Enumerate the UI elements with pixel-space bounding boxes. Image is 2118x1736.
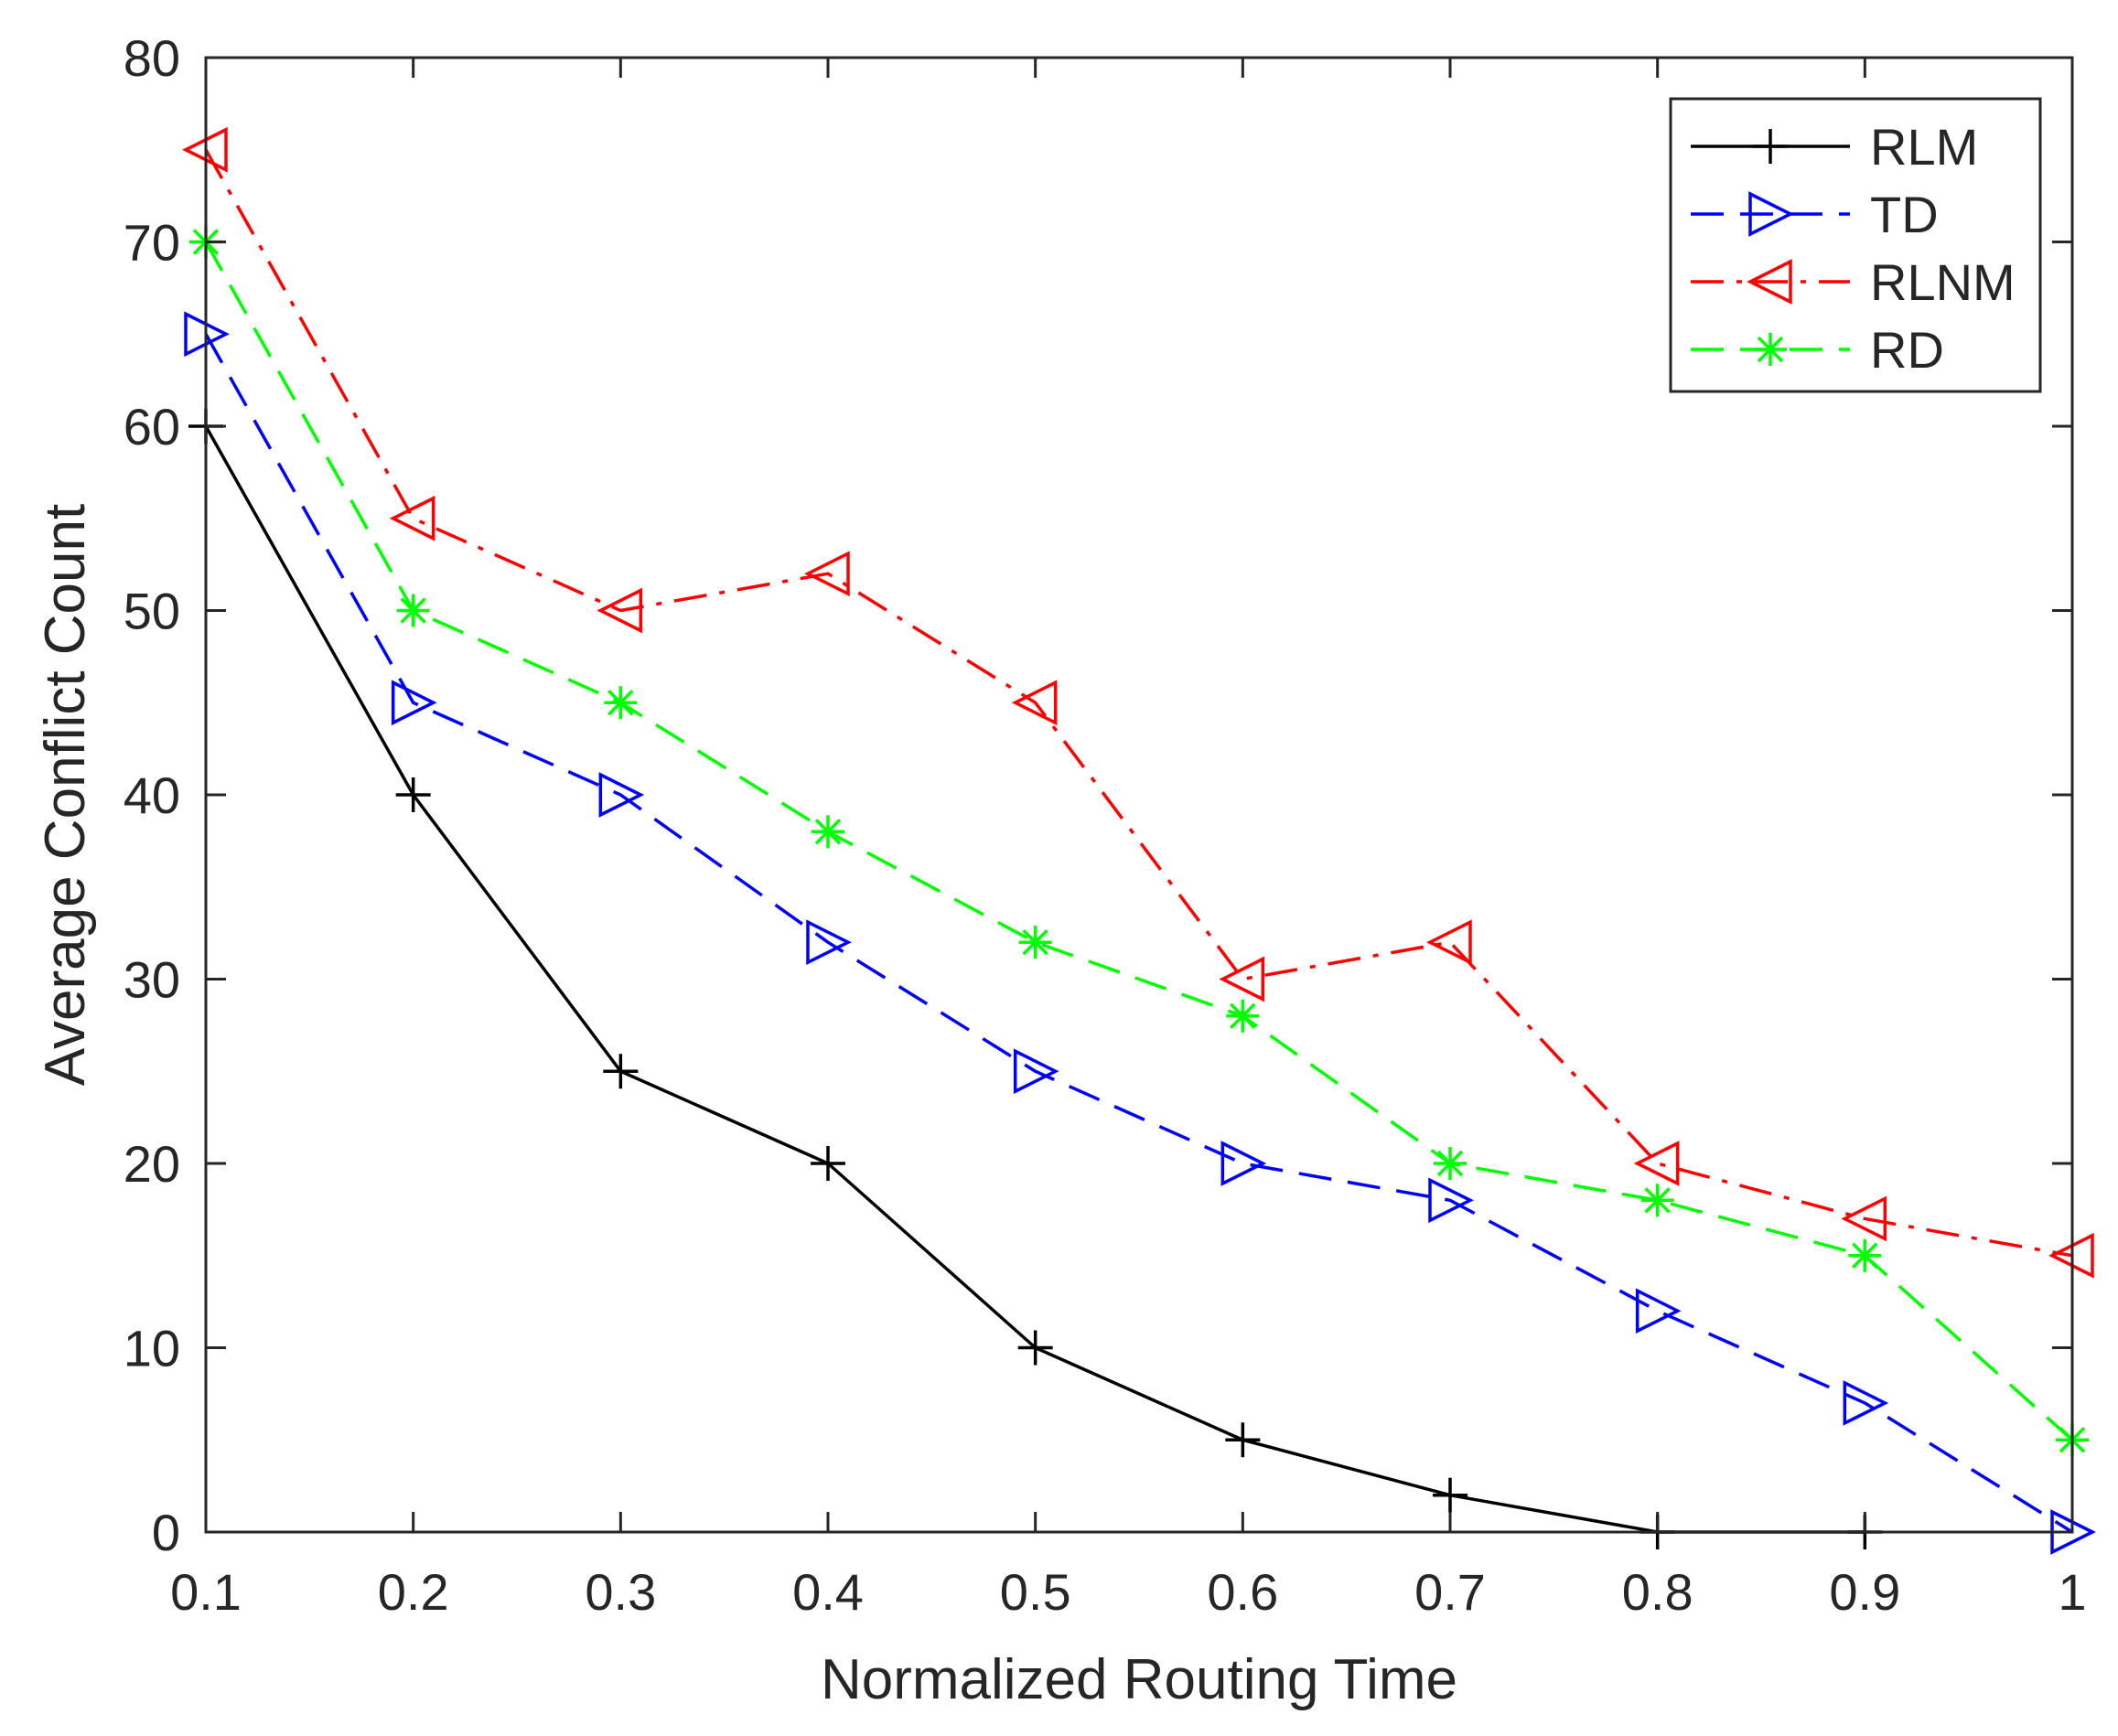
x-tick-label: 0.1: [170, 1563, 242, 1621]
data-point-td: [1013, 1048, 1059, 1095]
marker-shape: [1219, 956, 1265, 1002]
marker-shape: [597, 587, 643, 634]
data-point-rd: [1848, 1238, 1882, 1272]
x-tick-label: 0.8: [1622, 1563, 1693, 1621]
marker-shape: [391, 680, 437, 726]
data-point-td: [1635, 1288, 1682, 1334]
marker-stroke: [1644, 1187, 1671, 1214]
marker-stroke: [400, 597, 426, 624]
series-line-rlnm: [204, 148, 2073, 1258]
data-point-rd: [396, 594, 430, 627]
marker-shape: [1013, 1048, 1059, 1095]
x-tick-label: 0.7: [1414, 1563, 1486, 1621]
data-point-rd: [812, 815, 844, 849]
marker-stroke: [1436, 1150, 1464, 1177]
y-tick-label: 70: [124, 214, 180, 272]
data-point-rlnm: [1841, 1195, 1887, 1242]
marker-shape: [804, 551, 850, 597]
data-point-rlm: [395, 777, 431, 812]
data-point-rlm: [1017, 1330, 1053, 1366]
marker-shape: [1633, 1141, 1680, 1186]
data-point-rlnm: [1426, 919, 1472, 966]
data-point-rd: [1018, 926, 1052, 959]
marker-shape: [598, 772, 645, 818]
marker-stroke: [814, 819, 842, 845]
data-point-rlm: [603, 1054, 639, 1089]
marker-shape: [1841, 1195, 1887, 1242]
y-tick-label: 20: [124, 1135, 180, 1193]
y-tick-label: 30: [124, 951, 180, 1009]
data-point-rlnm: [1011, 680, 1058, 726]
legend: RLM TD RLNM RD: [1669, 97, 2042, 393]
marker-shape: [1428, 1177, 1474, 1224]
marker-stroke: [1852, 1242, 1878, 1269]
y-tick-label: 40: [124, 766, 180, 824]
marker-shape: [1011, 680, 1058, 726]
data-point-rlnm: [1219, 956, 1265, 1002]
legend-marker-rd: [1754, 333, 1787, 366]
marker-shape: [1747, 259, 1792, 305]
legend-marker-rlnm: [1747, 259, 1792, 305]
data-point-rlm: [1433, 1477, 1468, 1513]
x-tick-label: 0.6: [1207, 1563, 1278, 1621]
data-point-td: [391, 680, 437, 726]
data-point-td: [1220, 1141, 1267, 1186]
y-tick-label: 50: [124, 583, 180, 640]
legend-label-rlnm: RLNM: [1870, 253, 2016, 311]
legend-label-td: TD: [1870, 186, 1939, 243]
marker-stroke: [1230, 1002, 1256, 1029]
legend-box: [1669, 97, 2042, 393]
axes-layer: 0.1 0.2 0.3 0.4 0.5 0.6 0.7 0.8 0.9 1010203040506…: [124, 29, 2087, 1621]
x-axis-label: Normalized Routing Time: [821, 1648, 1457, 1711]
data-point-td: [598, 772, 645, 818]
x-tick-label: 0.9: [1829, 1563, 1900, 1621]
marker-shape: [1426, 919, 1472, 966]
y-tick-label: 60: [124, 398, 180, 455]
x-tick-label: 0.2: [378, 1563, 449, 1621]
x-tick-label: 0.5: [1000, 1563, 1071, 1621]
data-point-rd: [604, 686, 638, 720]
marker-stroke: [1757, 336, 1784, 363]
marker-shape: [389, 495, 435, 541]
x-tick-label: 0.3: [585, 1563, 656, 1621]
data-point-rlm: [811, 1146, 845, 1181]
marker-stroke: [1022, 929, 1048, 956]
legend-label-rlm: RLM: [1870, 118, 1978, 176]
marker-shape: [1635, 1288, 1682, 1334]
y-tick-label: 10: [124, 1320, 180, 1377]
data-point-td: [806, 919, 852, 966]
data-point-rlnm: [804, 551, 850, 597]
marker-shape: [1220, 1141, 1267, 1186]
data-point-rd: [1226, 999, 1260, 1033]
legend-marker-td: [1748, 191, 1794, 237]
data-point-rd: [1640, 1184, 1674, 1217]
data-point-rlnm: [1633, 1141, 1680, 1186]
marker-shape: [1748, 191, 1794, 237]
marker-shape: [1843, 1380, 1889, 1426]
data-point-rlnm: [389, 495, 435, 541]
data-point-rlnm: [597, 587, 643, 634]
x-tick-label: 1: [2058, 1563, 2086, 1621]
x-tick-label: 0.4: [792, 1563, 864, 1621]
legend-marker-rlm: [1753, 129, 1788, 164]
series-line-rd: [204, 241, 2074, 1441]
y-axis-label: Average Conflict Count: [34, 504, 97, 1086]
data-point-rlm: [1225, 1422, 1261, 1458]
y-tick-label: 80: [124, 29, 180, 87]
marker-shape: [806, 919, 852, 966]
data-point-rd: [1434, 1147, 1467, 1180]
data-point-td: [1843, 1380, 1889, 1426]
series-line-td: [204, 333, 2073, 1534]
legend-label-rd: RD: [1870, 321, 1944, 379]
y-tick-label: 0: [152, 1504, 180, 1561]
data-point-td: [1428, 1177, 1474, 1224]
marker-stroke: [607, 690, 634, 716]
